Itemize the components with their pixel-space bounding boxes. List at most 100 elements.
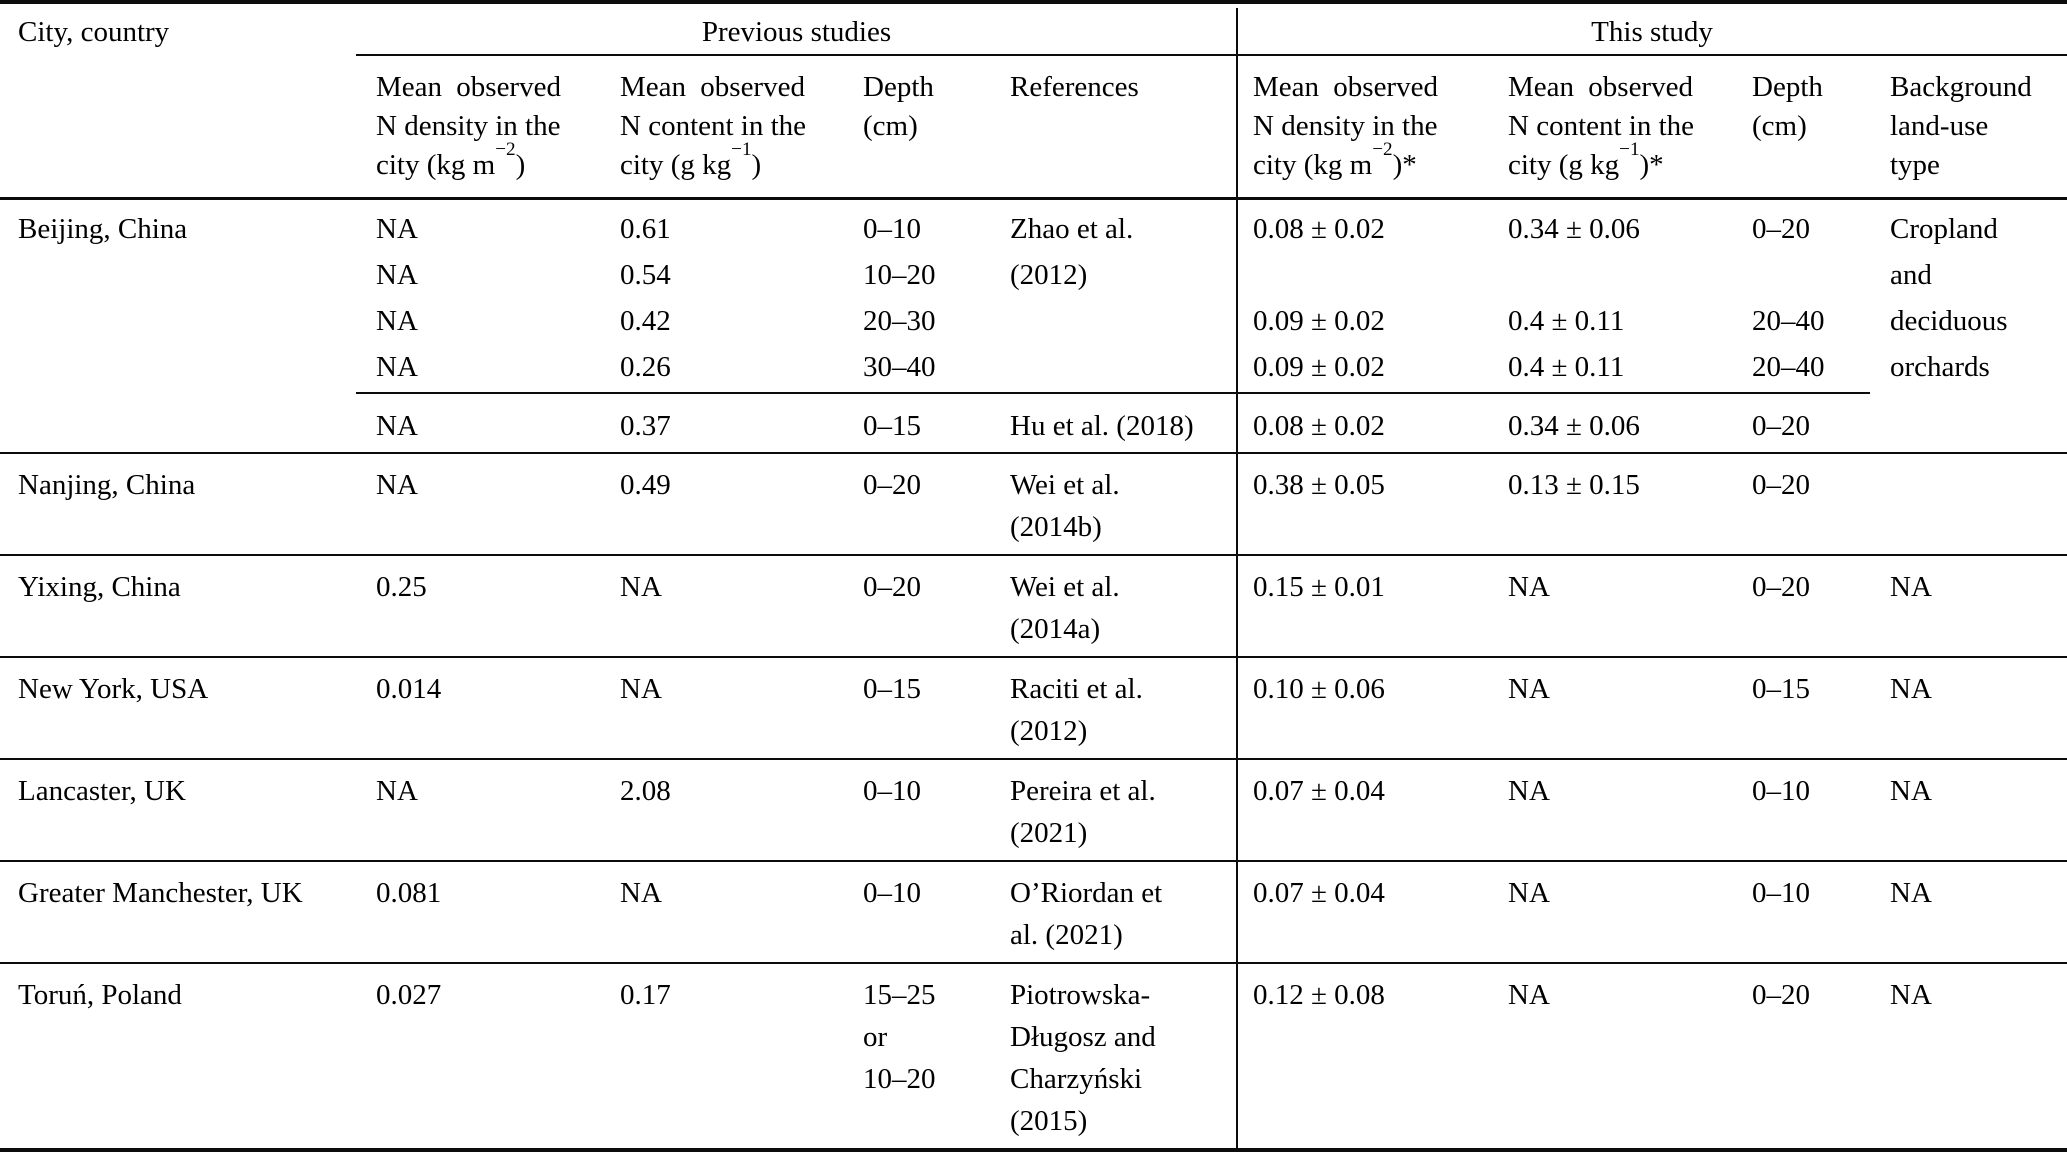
cell-city: Yixing, China [18,571,181,603]
cell-this-depth: 0–20 [1752,571,1810,603]
cell-line: (2014b) [1010,511,1102,543]
column-group-divider [1236,760,1238,860]
cell-line: Pereira et al. [1010,775,1156,807]
cell-line: Raciti et al. [1010,673,1143,705]
header-line: N content in the [620,110,807,142]
row-block-new-york: New York, USA 0.014 NA 0–15 Raciti et al… [0,658,2067,760]
cell-line: (2012) [1010,259,1088,291]
cell-this-density: 0.08 ± 0.02 [1253,213,1385,245]
cell-this-density: 0.08 ± 0.02 [1237,392,1488,452]
cell-this-density: 0.38 ± 0.05 [1253,469,1385,501]
cell-prev-density: NA [356,392,600,452]
cell-background-landuse: Cropland and deciduous orchards [1870,200,2067,452]
cell-reference: Hu et al. (2018) [990,392,1237,452]
cell-this-content: NA [1508,571,1550,603]
header-line: (cm) [1752,110,1807,142]
cell-prev-depth: 0–10 [843,862,990,962]
header-unit: city (kg m−2)* [1253,138,1417,181]
header-line: Depth [1752,71,1823,103]
cell-line: 0–20 [863,469,921,501]
header-line: N content in the [1508,110,1695,142]
cell-prev-content: 0.49 [620,469,671,501]
cell-background-landuse: NA [1890,775,1932,807]
cell-this-depth: 0–20 [1752,979,1810,1011]
cell-prev-depth: 0–10 [863,213,921,245]
cell-background-landuse: NA [1890,571,1932,603]
header-line: (cm) [863,110,918,142]
cell-line: Piotrowska- [1010,979,1151,1011]
cell-background-landuse: NA [1890,673,1932,705]
cell-this-density: 0.09 ± 0.02 [1253,305,1385,337]
cell-city: New York, USA [18,673,209,705]
cell-this-depth: 20–40 [1752,351,1825,383]
cell-prev-content: 0.61 [620,213,671,245]
column-group-divider [1236,658,1238,758]
cell-this-depth: 0–20 [1732,392,1870,452]
header-references: References [990,56,1237,197]
header-group-this-study: This study [1237,4,2067,56]
header-unit: city (g kg−1) [620,138,762,181]
cell-prev-content: NA [620,673,662,705]
cell-this-density: 0.10 ± 0.06 [1253,673,1385,705]
header-city-country: City, country [18,16,170,48]
cell-this-content: NA [1508,673,1550,705]
cell-prev-density: NA [376,351,418,383]
cell-line: 0–10 [863,877,921,909]
header-prev-n-density: Mean observed N density in the city (kg … [356,56,600,197]
cell-prev-density: NA [376,213,418,245]
header-line: Depth [863,71,934,103]
cell-this-density: 0.12 ± 0.08 [1253,979,1385,1011]
column-group-divider [1236,556,1238,656]
cell-prev-density: 0.027 [376,979,442,1011]
cell-this-depth: 20–40 [1752,305,1825,337]
cell-this-content: 0.4 ± 0.11 [1508,351,1625,383]
cell-prev-content: 0.26 [620,351,671,383]
row-block-greater-manchester: Greater Manchester, UK 0.081 NA 0–10 O’R… [0,862,2067,964]
cell-line: O’Riordan et [1010,877,1163,909]
header-line: N density in the [376,110,561,142]
cell-prev-depth: 0–20 [843,556,990,656]
cell-prev-content: NA [620,877,662,909]
cell-prev-depth: 0–10 [843,760,990,860]
cell-reference: Pereira et al. (2021) [990,760,1237,860]
cell-reference: Wei et al. (2014a) [990,556,1237,656]
row-block-nanjing: Nanjing, China NA 0.49 0–20 Wei et al. (2… [0,454,2067,556]
cell-this-content: NA [1508,877,1550,909]
cell-reference: Wei et al. (2014b) [990,454,1237,554]
cell-city: Greater Manchester, UK [18,877,303,909]
cell-prev-content: NA [620,571,662,603]
header-group-previous-studies: Previous studies [356,4,1237,56]
cell-this-content: NA [1508,979,1550,1011]
cell-line: (2021) [1010,817,1088,849]
cell-city: Nanjing, China [18,469,196,501]
cell-this-depth: 0–20 [1752,213,1810,245]
cell-prev-depth: 10–20 [863,259,936,291]
cell-reference: O’Riordan et al. (2021) [990,862,1237,962]
cell-this-content: 0.34 ± 0.06 [1488,392,1732,452]
header-line: type [1890,149,1940,181]
column-group-divider [1236,964,1238,1148]
unit-superscript: −2 [495,138,516,160]
cell-this-depth: 0–10 [1752,775,1810,807]
cell-prev-depth: 0–15 [843,658,990,758]
cell-prev-content: 0.17 [620,979,671,1011]
header-prev-depth: Depth (cm) [843,56,990,197]
row-block-lancaster: Lancaster, UK NA 2.08 0–10 Pereira et al… [0,760,2067,862]
header-line: Mean observed [1253,71,1438,103]
cell-this-density: 0.09 ± 0.02 [1253,351,1385,383]
cell-prev-content: 0.54 [620,259,671,291]
header-line: References [1010,71,1139,103]
cell-prev-density: NA [376,259,418,291]
cell-line: 0–20 [863,571,921,603]
cell-this-content: 0.13 ± 0.15 [1508,469,1640,501]
header-line: Background [1890,71,2032,103]
column-group-divider [1236,8,1238,197]
column-group-divider [1236,862,1238,962]
unit-superscript: −1 [731,138,752,160]
cell-line: or [863,1021,888,1053]
header-this-n-density: Mean observed N density in the city (kg … [1237,56,1488,197]
cell-this-content: NA [1508,775,1550,807]
cell-line: Zhao et al. [1010,213,1134,245]
cell-line: (2015) [1010,1105,1088,1137]
